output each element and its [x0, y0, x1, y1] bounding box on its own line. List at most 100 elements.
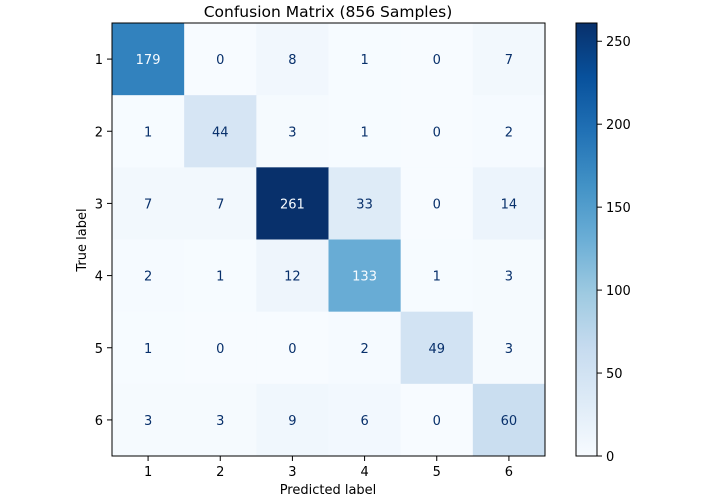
- cell-value-label: 3: [288, 125, 296, 140]
- heatmap-cell: [328, 239, 402, 313]
- colorbar-tick-label: 100: [606, 284, 631, 299]
- x-axis-label: Predicted label: [280, 483, 377, 497]
- heatmap-cell: [472, 383, 546, 457]
- heatmap-cell: [112, 311, 185, 385]
- heatmap-cell: [256, 311, 329, 385]
- x-tick-label: 5: [433, 465, 441, 480]
- cell-value-label: 14: [501, 197, 518, 212]
- y-tick-label: 5: [95, 342, 103, 357]
- plot-frame: [111, 22, 546, 457]
- heatmap-cell: [184, 23, 257, 96]
- cell-value-label: 1: [433, 270, 441, 285]
- cell-value-label: 3: [505, 270, 513, 285]
- heatmap-cell: [256, 239, 329, 313]
- chart-title: Confusion Matrix (856 Samples): [204, 3, 453, 21]
- cell-value-label: 6: [360, 414, 368, 429]
- cell-value-label: 12: [284, 270, 301, 285]
- cell-value-label: 0: [433, 125, 441, 140]
- x-tick-label: 6: [505, 465, 513, 480]
- cell-value-label: 8: [288, 53, 296, 68]
- y-tick-label: 6: [95, 414, 103, 429]
- colorbar-tick-label: 0: [606, 450, 614, 465]
- cell-value-label: 179: [136, 53, 161, 68]
- cell-value-label: 33: [356, 197, 373, 212]
- colorbar: [575, 22, 598, 457]
- heatmap-cell: [472, 239, 546, 313]
- heatmap-cell: [328, 167, 402, 240]
- cell-value-label: 1: [144, 342, 152, 357]
- cell-value-label: 1: [360, 53, 368, 68]
- heatmap-cell-labels: 179 0 8 1 0 71 44 3 1 0 27 7 261 33 0 142 1 12 133 1 31 0 0 2 49…: [136, 53, 518, 429]
- x-axis-ticks: 1 2 3 4 5 6: [144, 456, 513, 480]
- heatmap-cell: [112, 239, 185, 313]
- heatmap-cell: [328, 383, 402, 457]
- heatmap-cell: [328, 95, 402, 168]
- heatmap-cell: [184, 311, 257, 385]
- cell-value-label: 1: [144, 125, 152, 140]
- cell-value-label: 2: [360, 342, 368, 357]
- heatmap-cell: [112, 23, 185, 96]
- heatmap-cell: [472, 167, 546, 240]
- cell-value-label: 7: [216, 197, 224, 212]
- cell-value-label: 44: [212, 125, 229, 140]
- heatmap-cell: [112, 383, 185, 457]
- cell-value-label: 3: [216, 414, 224, 429]
- heatmap-cell: [400, 95, 474, 168]
- heatmap-cell: [328, 23, 402, 96]
- heatmap-cell: [328, 311, 402, 385]
- cell-value-label: 1: [216, 270, 224, 285]
- heatmap-cell: [400, 167, 474, 240]
- colorbar-tick-label: 150: [606, 201, 631, 216]
- cell-value-label: 0: [433, 414, 441, 429]
- heatmap-cells: [112, 23, 546, 457]
- heatmap-cell: [112, 95, 185, 168]
- heatmap-cell: [256, 95, 329, 168]
- cell-value-label: 2: [144, 270, 152, 285]
- cell-value-label: 0: [216, 53, 224, 68]
- x-tick-label: 4: [360, 465, 368, 480]
- cell-value-label: 133: [352, 270, 377, 285]
- heatmap-cell: [256, 167, 329, 240]
- heatmap-cell: [184, 167, 257, 240]
- cell-value-label: 9: [288, 414, 296, 429]
- cell-value-label: 0: [216, 342, 224, 357]
- heatmap-cell: [184, 383, 257, 457]
- cell-value-label: 1: [360, 125, 368, 140]
- cell-value-label: 0: [433, 53, 441, 68]
- y-axis-ticks: 1 2 3 4 5 6: [95, 53, 112, 429]
- heatmap-cell: [472, 95, 546, 168]
- x-tick-label: 2: [216, 465, 224, 480]
- x-tick-label: 1: [144, 465, 152, 480]
- y-tick-label: 3: [95, 197, 103, 212]
- cell-value-label: 0: [433, 197, 441, 212]
- y-tick-label: 2: [95, 125, 103, 140]
- heatmap-cell: [472, 23, 546, 96]
- y-tick-label: 4: [95, 270, 103, 285]
- cell-value-label: 7: [505, 53, 513, 68]
- heatmap-cell: [400, 311, 474, 385]
- y-tick-label: 1: [95, 53, 103, 68]
- heatmap-cell: [472, 311, 546, 385]
- colorbar-tick-label: 50: [606, 367, 623, 382]
- heatmap-cell: [400, 23, 474, 96]
- colorbar-ticks: 0 50 100 150 200 250: [597, 35, 631, 465]
- heatmap-cell: [400, 239, 474, 313]
- cell-value-label: 7: [144, 197, 152, 212]
- heatmap-cell: [256, 383, 329, 457]
- cell-value-label: 2: [505, 125, 513, 140]
- cell-value-label: 261: [280, 197, 305, 212]
- heatmap-cell: [112, 167, 185, 240]
- cell-value-label: 3: [505, 342, 513, 357]
- x-tick-label: 3: [288, 465, 296, 480]
- cell-value-label: 60: [501, 414, 518, 429]
- colorbar-tick-label: 250: [606, 35, 631, 50]
- heatmap-cell: [400, 383, 474, 457]
- cell-value-label: 0: [288, 342, 296, 357]
- cell-value-label: 3: [144, 414, 152, 429]
- heatmap-cell: [256, 23, 329, 96]
- heatmap-cell: [184, 95, 257, 168]
- cell-value-label: 49: [428, 342, 445, 357]
- colorbar-tick-label: 200: [606, 118, 631, 133]
- heatmap-cell: [184, 239, 257, 313]
